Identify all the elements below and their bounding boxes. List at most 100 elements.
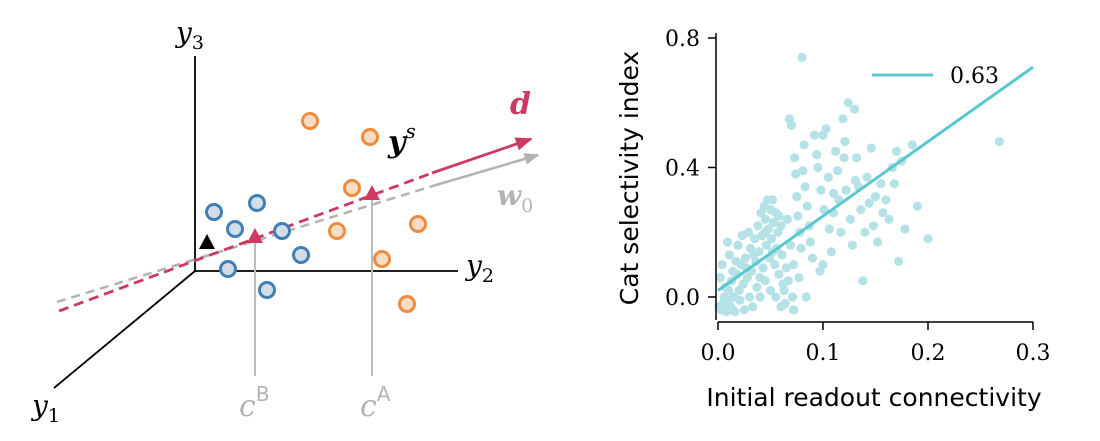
class-b-point — [219, 260, 237, 278]
scatter-point — [816, 185, 826, 195]
scatter-point — [818, 260, 828, 270]
class-b-point — [205, 203, 223, 221]
scatter-point — [738, 279, 748, 289]
class-b-mean-marker — [247, 228, 263, 243]
scatter-point — [907, 140, 917, 150]
y-axis-title: Cat selectivity index — [615, 51, 644, 305]
x-tick-label: 0.2 — [911, 341, 946, 366]
scatter-point — [769, 217, 779, 228]
scatter-point — [812, 150, 822, 160]
scatter-point — [733, 240, 743, 250]
y1-axis-label: y1 — [30, 389, 60, 427]
origin-marker — [199, 234, 215, 249]
cB-label: cB — [239, 382, 270, 424]
y-tick-label: 0.4 — [665, 157, 700, 182]
class-a-point — [409, 215, 427, 233]
class-b-point — [258, 281, 276, 299]
d-vector-dashed — [58, 171, 433, 313]
scatter-point — [836, 227, 846, 237]
scatter-point — [774, 269, 784, 279]
scatter-point — [771, 292, 781, 302]
scatter-point — [789, 260, 799, 270]
scatter-point — [797, 52, 807, 63]
scatter-point — [824, 224, 834, 234]
class-a-point — [301, 112, 319, 130]
x-ticks: 0.0 0.1 0.2 0.3 — [701, 322, 1051, 366]
scatter-point — [849, 104, 860, 114]
scatter-point — [821, 124, 831, 134]
class-b-point — [226, 220, 244, 238]
scatter-point — [841, 185, 851, 195]
scatter-point — [785, 240, 796, 250]
scatter-point — [858, 276, 868, 286]
scatter-point — [792, 192, 802, 202]
class-b-point — [248, 194, 266, 212]
scatter-point — [779, 285, 789, 296]
w0-label: w0 — [497, 179, 533, 217]
x-tick-label: 0.0 — [701, 341, 736, 366]
cA-label: cA — [360, 382, 391, 424]
scatter-point — [843, 98, 853, 108]
scatter-point — [894, 256, 904, 266]
scatter-point — [740, 253, 750, 263]
scatter-point — [748, 302, 758, 312]
class-b-point — [292, 246, 310, 264]
class-a-points — [301, 112, 427, 313]
scatter-point — [798, 166, 808, 176]
scatter-point — [994, 137, 1005, 147]
scatter-point — [889, 179, 900, 189]
scatter-point — [765, 285, 776, 296]
scatter-point — [728, 305, 738, 315]
scatter-point — [758, 263, 768, 273]
scatter-points — [714, 52, 1005, 317]
scatter-point — [866, 143, 876, 153]
scatter-point — [794, 273, 804, 283]
scatter-point — [768, 195, 778, 205]
class-b-point — [273, 222, 291, 240]
scatter-point — [743, 227, 754, 237]
x-tick-label: 0.3 — [1016, 341, 1051, 366]
y1-axis — [53, 270, 196, 389]
scatter-point — [717, 260, 727, 270]
scatter-point — [722, 237, 733, 247]
ys-label: ys — [387, 119, 416, 160]
d-label: d — [510, 87, 531, 122]
scatter-point — [802, 201, 812, 211]
scatter-point — [800, 182, 810, 192]
class-a-point — [328, 222, 346, 240]
scatter-point — [856, 205, 866, 215]
scatter-point — [805, 237, 816, 247]
w0-vector-dashed — [56, 183, 437, 304]
scatter-point — [912, 201, 923, 211]
scatter-point — [715, 273, 725, 283]
scatter-point — [831, 146, 841, 156]
scatter-point — [862, 172, 872, 182]
x-axis-title: Initial readout connectivity — [706, 383, 1041, 412]
scatter-point — [742, 273, 753, 283]
scatter-point — [823, 172, 833, 182]
class-a-point — [361, 128, 379, 146]
scatter-point — [799, 140, 809, 150]
class-a-point — [398, 295, 416, 313]
scatter-point — [731, 256, 741, 266]
scatter-point — [838, 114, 848, 124]
scatter-point — [828, 188, 839, 198]
scatter-point — [782, 214, 792, 224]
scatter-point — [761, 240, 771, 250]
y3-axis-label: y3 — [174, 16, 204, 54]
scatter-point — [793, 211, 803, 221]
scatter-point — [801, 292, 811, 302]
scatter-point — [786, 120, 797, 130]
scatter-point — [735, 295, 745, 305]
scatter-point — [864, 198, 874, 208]
scatter-point — [796, 243, 806, 253]
class-a-point — [373, 250, 391, 268]
scatter-point — [850, 175, 861, 186]
scatter-point — [923, 234, 933, 244]
scatter-point — [724, 250, 735, 260]
class-a-mean-marker — [364, 185, 380, 200]
scatter-point — [839, 153, 849, 163]
scatter-point — [774, 211, 784, 221]
class-b-points — [205, 194, 310, 299]
legend-label: 0.63 — [950, 64, 999, 89]
